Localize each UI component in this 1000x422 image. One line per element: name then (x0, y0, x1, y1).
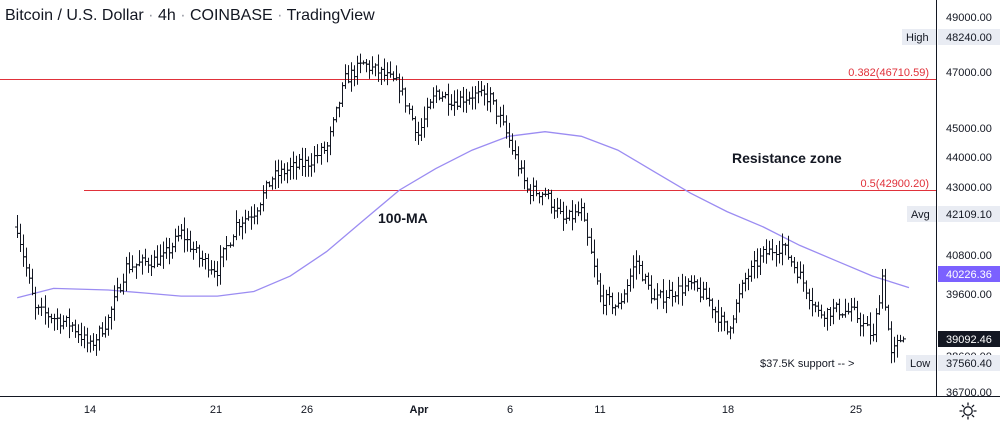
low-value-bg (938, 355, 1000, 371)
fib-05-label: 0.5(42900.20) (861, 178, 930, 190)
avg-tag: Avg 42109.10 (907, 206, 1000, 222)
candle-series[interactable] (15, 53, 906, 364)
ma-100-line[interactable] (17, 131, 910, 299)
time-axis-ticks: 14 21 26 Apr 6 11 18 25 (84, 404, 862, 416)
time-tick: 21 (210, 404, 222, 416)
chart-title: Bitcoin / U.S. Dollar · 4h · COINBASE · … (5, 7, 375, 24)
fib-0382-label: 0.382(46710.59) (848, 67, 929, 79)
time-tick: 14 (84, 404, 96, 416)
price-tick: 39600.00 (946, 289, 992, 301)
avg-value: 42109.10 (946, 209, 992, 221)
high-value: 48240.00 (946, 32, 992, 44)
price-tick: 43000.00 (946, 182, 992, 194)
ma-note: 100-MA (378, 210, 428, 226)
low-value: 37560.40 (946, 358, 992, 370)
price-tick: 45000.00 (946, 123, 992, 135)
last-price-value: 39092.46 (946, 334, 992, 346)
price-tick: 40800.00 (946, 250, 992, 262)
time-tick: 25 (850, 404, 862, 416)
high-tag: High 48240.00 (902, 29, 1000, 45)
price-axis-ticks: 49000.00 47000.00 45000.00 44000.00 4300… (946, 12, 992, 399)
settings-gear-icon[interactable] (959, 402, 977, 420)
time-tick: 18 (722, 404, 734, 416)
title-separator: · (277, 7, 286, 24)
price-tick: 47000.00 (946, 67, 992, 79)
platform: TradingView (287, 7, 375, 24)
avg-tag-label: Avg (911, 209, 930, 221)
resistance-zone-note: Resistance zone (732, 150, 842, 166)
price-tick: 49000.00 (946, 12, 992, 24)
last-price-bg (938, 331, 1000, 347)
time-tick: 6 (507, 404, 513, 416)
ma-value: 40226.36 (946, 269, 992, 281)
last-price-tag: 39092.46 (938, 331, 1000, 347)
exchange: COINBASE (190, 7, 273, 24)
ma-value-bg (938, 266, 1000, 282)
support-note: $37.5K support -- > (760, 358, 854, 370)
time-tick: Apr (410, 404, 430, 416)
high-value-bg (938, 29, 1000, 45)
time-tick: 26 (301, 404, 313, 416)
low-tag-label: Low (910, 358, 930, 370)
ma-value-tag: 40226.36 (938, 266, 1000, 282)
high-tag-bg (902, 29, 936, 45)
low-tag: Low 37560.40 (906, 355, 1000, 371)
time-tick: 11 (594, 404, 605, 416)
avg-value-bg (938, 206, 1000, 222)
price-tick: 44000.00 (946, 152, 992, 164)
price-tick: 36700.00 (946, 387, 992, 399)
avg-tag-bg (907, 206, 936, 222)
low-tag-bg (906, 355, 936, 371)
title-separator: · (180, 7, 190, 24)
high-tag-label: High (906, 32, 929, 44)
title-separator: · (148, 7, 158, 24)
interval: 4h (158, 7, 176, 24)
symbol-name: Bitcoin / U.S. Dollar (5, 7, 144, 24)
